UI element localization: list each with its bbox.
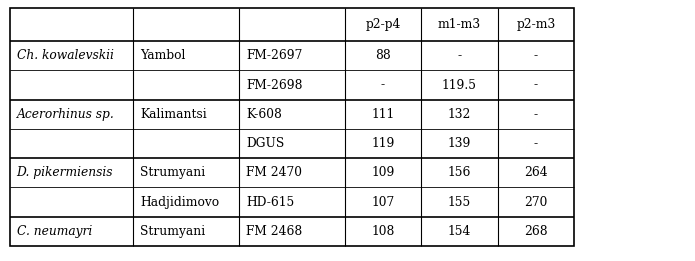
Text: Kalimantsi: Kalimantsi bbox=[140, 108, 207, 121]
Text: 107: 107 bbox=[371, 195, 395, 209]
Text: 139: 139 bbox=[448, 137, 471, 150]
Text: 108: 108 bbox=[371, 225, 395, 238]
Text: -: - bbox=[457, 49, 461, 62]
Text: C. neumayri: C. neumayri bbox=[17, 225, 92, 238]
Text: 268: 268 bbox=[524, 225, 548, 238]
Text: 109: 109 bbox=[371, 166, 395, 179]
Bar bbox=[10, 8, 574, 246]
Text: m1-m3: m1-m3 bbox=[438, 18, 481, 31]
Text: 132: 132 bbox=[448, 108, 471, 121]
Text: DGUS: DGUS bbox=[246, 137, 284, 150]
Text: p2-p4: p2-p4 bbox=[366, 18, 400, 31]
Text: 156: 156 bbox=[448, 166, 471, 179]
Text: FM 2468: FM 2468 bbox=[246, 225, 302, 238]
Text: 111: 111 bbox=[371, 108, 395, 121]
Text: FM-2697: FM-2697 bbox=[246, 49, 302, 62]
Text: 119.5: 119.5 bbox=[442, 79, 477, 92]
Text: Acerorhinus sp.: Acerorhinus sp. bbox=[17, 108, 115, 121]
Text: -: - bbox=[534, 49, 538, 62]
Text: Ch. kowalevskii: Ch. kowalevskii bbox=[17, 49, 113, 62]
Text: p2-m3: p2-m3 bbox=[516, 18, 555, 31]
Text: 154: 154 bbox=[448, 225, 471, 238]
Text: 264: 264 bbox=[524, 166, 548, 179]
Text: -: - bbox=[534, 79, 538, 92]
Text: 88: 88 bbox=[375, 49, 391, 62]
Text: -: - bbox=[534, 108, 538, 121]
Text: 155: 155 bbox=[448, 195, 471, 209]
Text: FM-2698: FM-2698 bbox=[246, 79, 302, 92]
Text: 119: 119 bbox=[371, 137, 395, 150]
Text: D. pikermiensis: D. pikermiensis bbox=[17, 166, 113, 179]
Text: Yambol: Yambol bbox=[140, 49, 186, 62]
Text: Strumyani: Strumyani bbox=[140, 166, 206, 179]
Text: 270: 270 bbox=[524, 195, 548, 209]
Text: -: - bbox=[381, 79, 385, 92]
Text: HD-615: HD-615 bbox=[246, 195, 294, 209]
Text: FM 2470: FM 2470 bbox=[246, 166, 302, 179]
Text: Strumyani: Strumyani bbox=[140, 225, 206, 238]
Text: K-608: K-608 bbox=[246, 108, 282, 121]
Text: Hadjidimovo: Hadjidimovo bbox=[140, 195, 220, 209]
Text: -: - bbox=[534, 137, 538, 150]
